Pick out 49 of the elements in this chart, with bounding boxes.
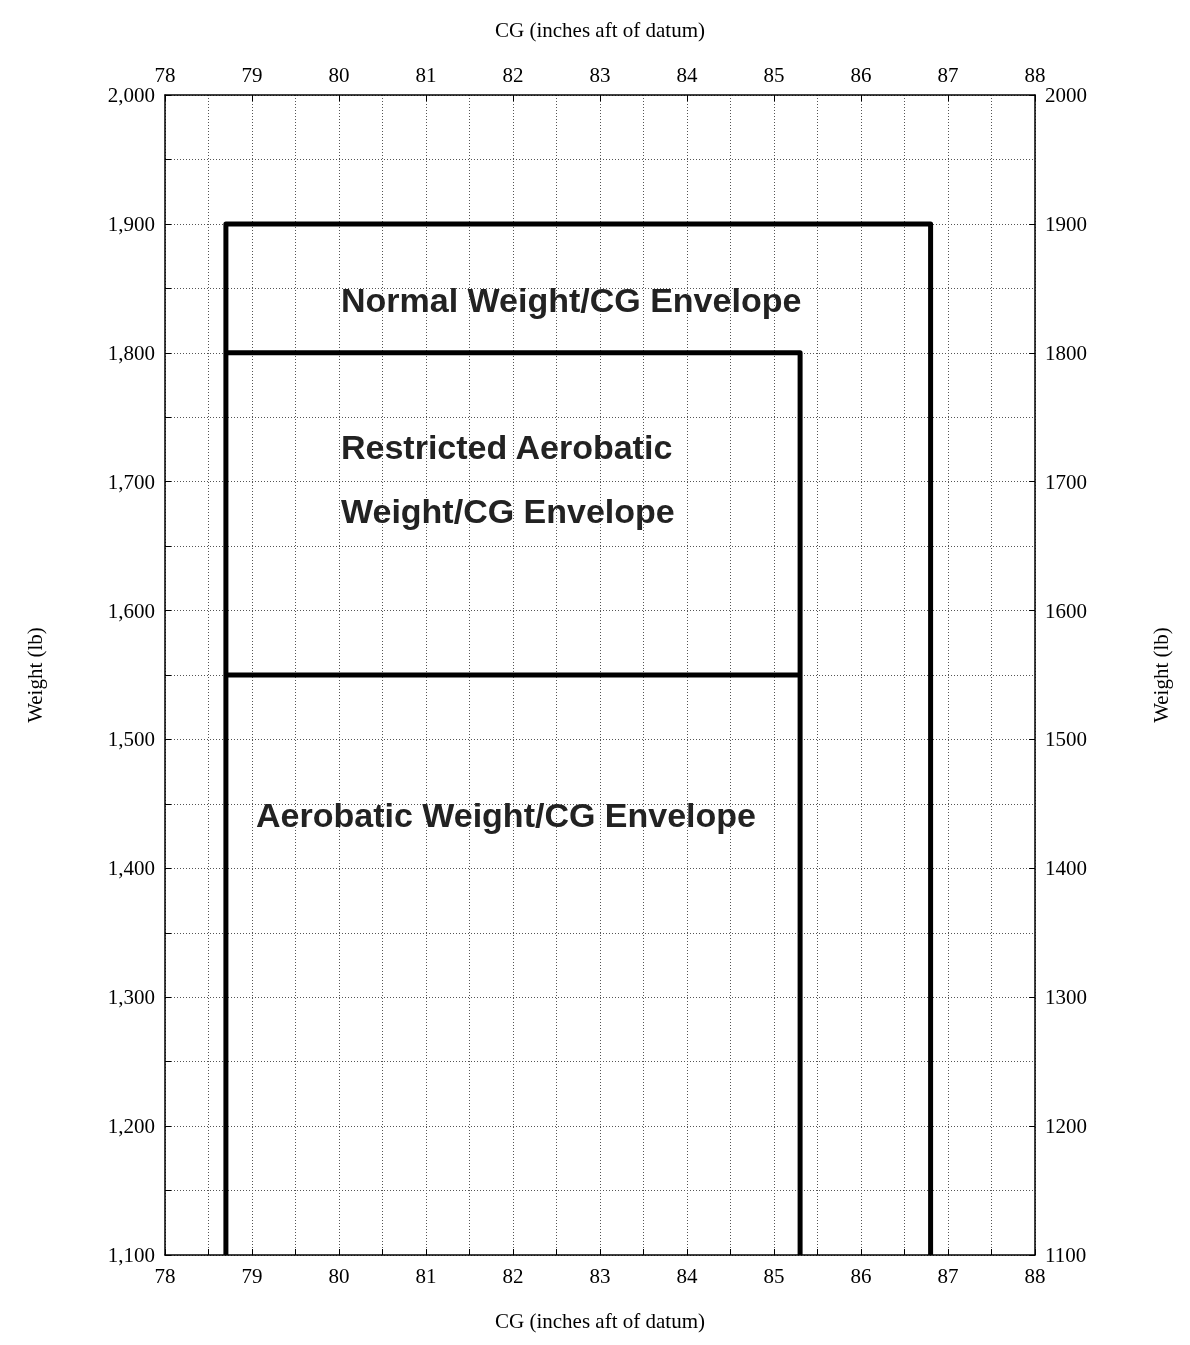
y-tick-label: 1,700 [107,469,155,494]
x2-tick-label: 82 [502,62,524,87]
y2-axis-title: Weight (lb) [1148,627,1173,723]
annotation: Restricted Aerobatic Weight/CG Envelope [341,428,675,530]
annotation: Normal Weight/CG Envelope [341,281,802,319]
annotation: Aerobatic Weight/CG Envelope [256,796,757,834]
y2-tick-label: 1200 [1045,1114,1087,1139]
y2-tick-label: 1900 [1045,211,1087,236]
y2-tick-label: 1600 [1045,598,1087,623]
y2-tick-label: 1800 [1045,340,1087,365]
y2-tick-label: 1100 [1045,1243,1087,1267]
x2-tick-label: 84 [676,62,698,87]
y2-tick-label: 2000 [1045,83,1087,107]
x2-tick-label: 79 [241,62,263,87]
x2-tick-label: 88 [1024,62,1046,87]
y-tick-label: 2,000 [107,83,155,107]
x2-axis-title: CG (inches aft of datum) [495,17,705,42]
y-tick-label: 1,400 [107,856,155,881]
x-tick-label: 80 [328,1263,350,1288]
x2-tick-label: 78 [154,62,176,87]
x-tick-label: 78 [154,1263,176,1288]
x2-tick-label: 85 [763,62,785,87]
x-axis-title: CG (inches aft of datum) [495,1308,705,1333]
y-tick-label: 1,200 [107,1114,155,1139]
x2-tick-label: 83 [589,62,611,87]
y2-tick-label: 1500 [1045,727,1087,752]
x-tick-label: 81 [415,1263,437,1288]
x-tick-label: 88 [1024,1263,1046,1288]
x-tick-label: 82 [502,1263,524,1288]
x-tick-label: 85 [763,1263,785,1288]
y-tick-label: 1,300 [107,985,155,1010]
x2-tick-label: 86 [850,62,872,87]
x-tick-label: 86 [850,1263,872,1288]
y2-tick-label: 1700 [1045,469,1087,494]
x-tick-label: 84 [676,1263,698,1288]
y-axis-title: Weight (lb) [22,627,47,723]
y-tick-label: 1,100 [107,1243,155,1267]
y-tick-label: 1,600 [107,598,155,623]
y-tick-label: 1,500 [107,727,155,752]
y-tick-label: 1,800 [107,340,155,365]
x2-tick-label: 81 [415,62,437,87]
x-tick-label: 87 [937,1263,959,1288]
x-tick-label: 79 [241,1263,263,1288]
x2-tick-label: 87 [937,62,959,87]
y2-tick-label: 1400 [1045,856,1087,881]
x2-tick-label: 80 [328,62,350,87]
x-tick-label: 83 [589,1263,611,1288]
y2-tick-label: 1300 [1045,985,1087,1010]
y-tick-label: 1,900 [107,211,155,236]
